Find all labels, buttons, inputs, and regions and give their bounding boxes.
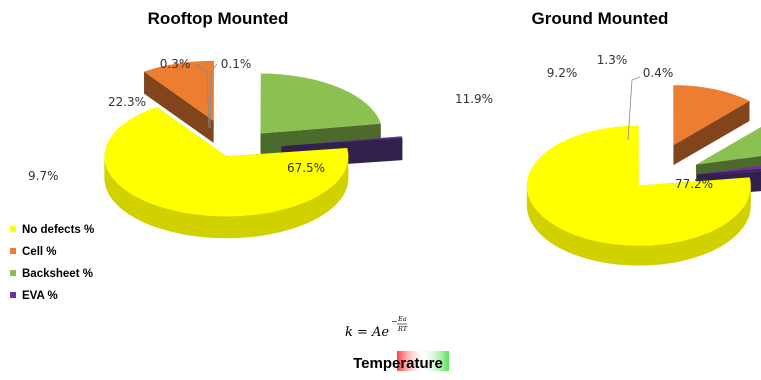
data-label: 1.3% bbox=[597, 53, 628, 67]
legend: No defects % Cell % Backsheet % EVA % bbox=[10, 224, 94, 302]
pie-slice-top bbox=[144, 60, 215, 121]
pie-slices bbox=[104, 60, 403, 239]
legend-swatch bbox=[10, 292, 16, 298]
pie-slice-top bbox=[696, 165, 761, 175]
arrhenius-formula: k = Ae − Ea RT bbox=[345, 315, 408, 340]
formula-exponent-denominator: RT bbox=[397, 325, 408, 333]
data-label: 0.1% bbox=[221, 57, 252, 71]
pie-slice bbox=[526, 125, 751, 266]
pie-slice-top bbox=[696, 127, 761, 165]
data-label: 9.7% bbox=[28, 169, 59, 183]
data-label: 11.9% bbox=[455, 92, 493, 106]
temperature-indicator: Temperature bbox=[353, 351, 449, 372]
pie-slice bbox=[673, 85, 750, 166]
pie-slice-side bbox=[673, 101, 750, 166]
formula-exponent-sign: − bbox=[391, 317, 398, 326]
pie-slice bbox=[144, 60, 215, 143]
legend-swatch bbox=[10, 248, 16, 254]
ground-pie-chart: Ground Mounted 77.2% 11.9% 9.2% 1.3% 0.4% bbox=[455, 9, 761, 266]
formula-exponent-numerator: Ea bbox=[397, 315, 407, 323]
pie-slice-top bbox=[104, 107, 349, 217]
temperature-gradient-bar bbox=[397, 351, 449, 371]
legend-swatch bbox=[10, 226, 16, 232]
legend-label: EVA % bbox=[22, 290, 58, 302]
leader-line bbox=[627, 76, 641, 141]
temperature-label: Temperature bbox=[353, 355, 443, 372]
pie-slice-rim bbox=[526, 185, 751, 266]
leader-line bbox=[209, 63, 218, 129]
chart-title: Ground Mounted bbox=[532, 9, 669, 28]
pie-slice-top bbox=[260, 73, 381, 134]
pie-data-labels: 77.2% 11.9% 9.2% 1.3% 0.4% bbox=[455, 53, 713, 191]
pie-slice-side bbox=[144, 71, 214, 143]
pie-slice-top bbox=[281, 137, 403, 147]
leader-line bbox=[195, 63, 210, 129]
legend-item: Backsheet % bbox=[10, 268, 93, 280]
legend-item: EVA % bbox=[10, 290, 58, 302]
pie-slice-top bbox=[526, 125, 751, 246]
legend-label: No defects % bbox=[22, 224, 94, 236]
legend-label: Cell % bbox=[22, 246, 57, 258]
legend-item: Cell % bbox=[10, 246, 57, 258]
pie-data-labels: 67.5% 9.7% 22.3% 0.3% 0.1% bbox=[28, 57, 325, 183]
pie-slice-top bbox=[673, 85, 750, 146]
legend-item: No defects % bbox=[10, 224, 94, 236]
legend-label: Backsheet % bbox=[22, 268, 93, 280]
data-label: 77.2% bbox=[675, 177, 713, 191]
formula-base: k = Ae bbox=[345, 325, 389, 340]
data-label: 0.3% bbox=[160, 57, 191, 71]
chart-title: Rooftop Mounted bbox=[148, 9, 289, 28]
pie-slice-top bbox=[281, 136, 403, 147]
data-label: 0.4% bbox=[643, 66, 674, 80]
data-label: 22.3% bbox=[108, 95, 146, 109]
legend-swatch bbox=[10, 270, 16, 276]
pie-slices bbox=[526, 85, 761, 266]
data-label: 9.2% bbox=[547, 66, 578, 80]
data-label: 67.5% bbox=[287, 161, 325, 175]
pie-slice-rim bbox=[104, 156, 349, 239]
pie-slice bbox=[104, 107, 349, 239]
rooftop-pie-chart: Rooftop Mounted 67.5% 9.7% 22.3% 0.3% 0.1% bbox=[28, 9, 403, 239]
